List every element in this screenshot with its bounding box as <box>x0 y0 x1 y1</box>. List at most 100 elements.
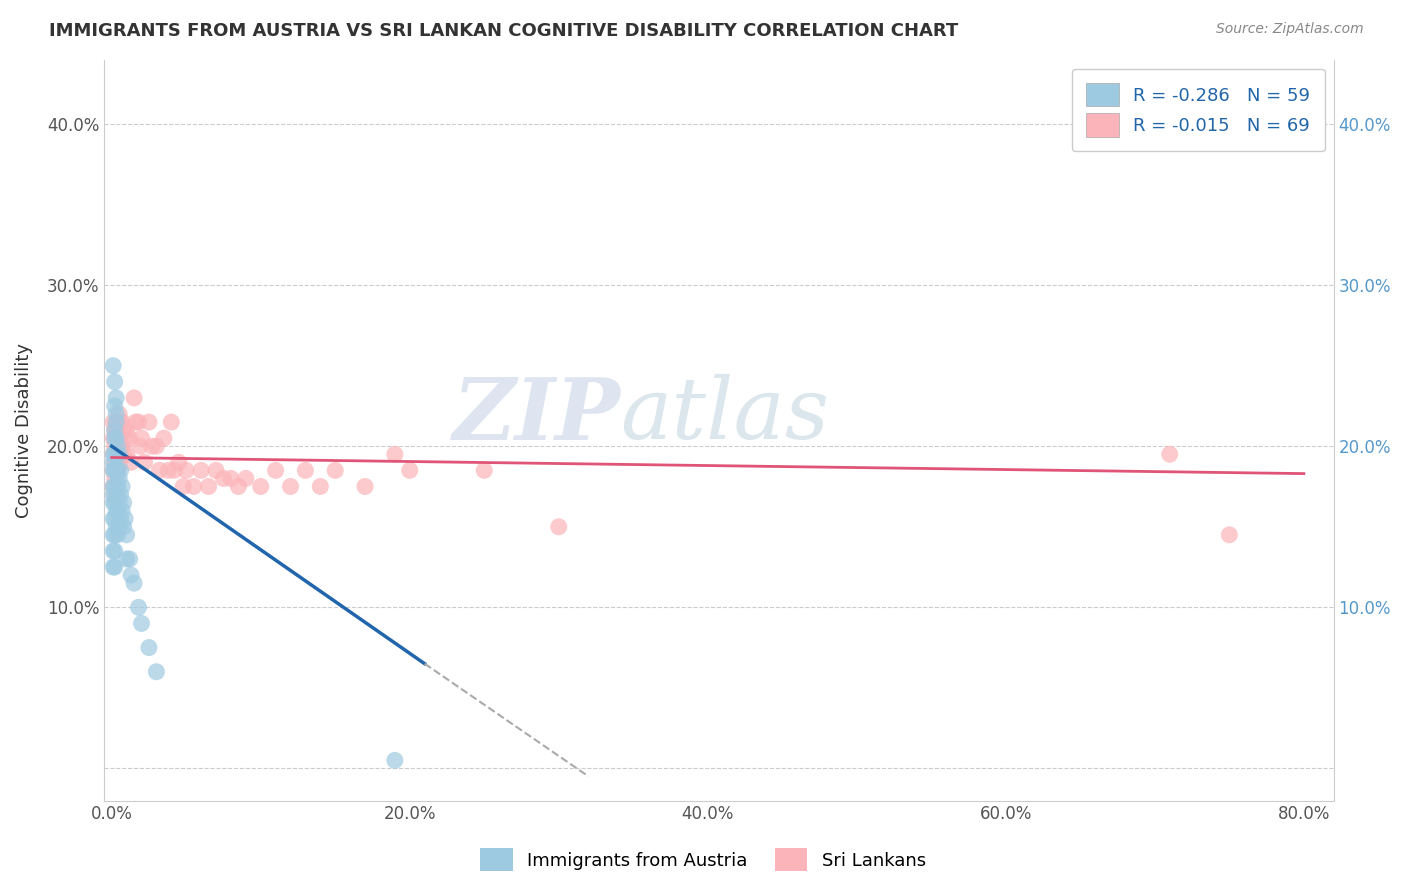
Point <box>104 431 127 445</box>
Point <box>104 375 127 389</box>
Point <box>153 431 176 445</box>
Point <box>112 520 135 534</box>
Point <box>249 479 271 493</box>
Point <box>103 479 125 493</box>
Point <box>104 479 127 493</box>
Point <box>112 423 135 437</box>
Point <box>309 479 332 493</box>
Point <box>111 415 134 429</box>
Point <box>174 463 197 477</box>
Point <box>104 512 127 526</box>
Point <box>105 415 128 429</box>
Y-axis label: Cognitive Disability: Cognitive Disability <box>15 343 32 517</box>
Point <box>104 528 127 542</box>
Point <box>105 447 128 461</box>
Point <box>108 495 131 509</box>
Point <box>124 415 146 429</box>
Point <box>141 439 163 453</box>
Point <box>128 415 150 429</box>
Point <box>103 544 125 558</box>
Point <box>122 391 145 405</box>
Point <box>105 463 128 477</box>
Point <box>212 471 235 485</box>
Point <box>104 423 127 437</box>
Point <box>122 576 145 591</box>
Point <box>107 423 129 437</box>
Point <box>107 463 129 477</box>
Point <box>104 544 127 558</box>
Point <box>108 471 131 485</box>
Point <box>183 479 205 493</box>
Point <box>105 431 128 445</box>
Point <box>105 407 128 421</box>
Text: atlas: atlas <box>620 374 830 457</box>
Point <box>110 439 132 453</box>
Point <box>115 447 138 461</box>
Legend: Immigrants from Austria, Sri Lankans: Immigrants from Austria, Sri Lankans <box>472 841 934 879</box>
Point <box>105 447 128 461</box>
Point <box>108 455 131 469</box>
Point <box>134 455 156 469</box>
Point <box>131 616 153 631</box>
Point <box>107 479 129 493</box>
Point <box>131 431 153 445</box>
Point <box>104 471 127 485</box>
Point <box>105 431 128 445</box>
Point <box>105 415 128 429</box>
Point <box>104 560 127 574</box>
Point <box>105 503 128 517</box>
Point <box>129 439 152 453</box>
Point <box>103 463 125 477</box>
Point <box>103 528 125 542</box>
Point <box>115 423 138 437</box>
Point <box>104 455 127 469</box>
Point <box>103 512 125 526</box>
Point <box>108 447 131 461</box>
Point <box>1159 447 1181 461</box>
Point <box>104 423 127 437</box>
Point <box>120 455 142 469</box>
Point <box>104 463 127 477</box>
Text: ZIP: ZIP <box>453 374 620 457</box>
Point <box>145 439 167 453</box>
Point <box>103 487 125 501</box>
Text: IMMIGRANTS FROM AUSTRIA VS SRI LANKAN COGNITIVE DISABILITY CORRELATION CHART: IMMIGRANTS FROM AUSTRIA VS SRI LANKAN CO… <box>49 22 959 40</box>
Point <box>280 479 302 493</box>
Point <box>172 479 194 493</box>
Point <box>104 495 127 509</box>
Point <box>110 415 132 429</box>
Point <box>111 503 134 517</box>
Point <box>120 568 142 582</box>
Point <box>128 600 150 615</box>
Point <box>103 431 125 445</box>
Point <box>138 640 160 655</box>
Point <box>115 552 138 566</box>
Point <box>112 447 135 461</box>
Point <box>107 528 129 542</box>
Point <box>104 487 127 501</box>
Point <box>108 431 131 445</box>
Point <box>107 447 129 461</box>
Point <box>103 495 125 509</box>
Point <box>197 479 219 493</box>
Point <box>107 463 129 477</box>
Point <box>323 463 346 477</box>
Point <box>110 487 132 501</box>
Point <box>118 431 141 445</box>
Point <box>105 487 128 501</box>
Point <box>118 552 141 566</box>
Point <box>167 455 190 469</box>
Point <box>105 391 128 405</box>
Point <box>105 463 128 477</box>
Point <box>110 463 132 477</box>
Point <box>160 415 183 429</box>
Point <box>103 447 125 461</box>
Point <box>112 495 135 509</box>
Point <box>103 479 125 493</box>
Point <box>104 447 127 461</box>
Point <box>384 753 406 767</box>
Point <box>103 415 125 429</box>
Point <box>114 512 136 526</box>
Point <box>115 528 138 542</box>
Point <box>145 665 167 679</box>
